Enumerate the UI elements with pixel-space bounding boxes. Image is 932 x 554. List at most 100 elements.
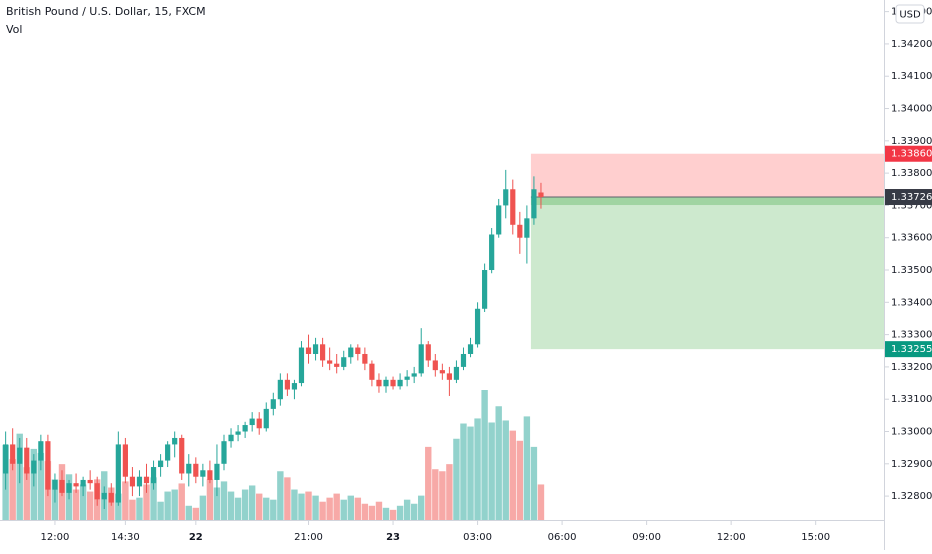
candle-body: [179, 437, 185, 474]
volume-bar: [284, 477, 291, 520]
entry-price-tag: [885, 189, 932, 206]
volume-bar: [354, 497, 362, 520]
y-tick-label: 1.33200: [891, 362, 932, 373]
volume-bar: [523, 416, 531, 520]
x-tick-label: 14:30: [111, 532, 140, 543]
candle-body: [94, 483, 100, 500]
volume-bar: [227, 491, 235, 520]
volume-bar: [389, 509, 397, 520]
y-tick-label: 1.33100: [891, 394, 932, 405]
candle-body: [446, 373, 452, 380]
candle-body: [482, 270, 488, 309]
x-tick-label: 22: [189, 532, 203, 543]
candle-body: [510, 189, 516, 225]
volume-bar: [199, 495, 207, 520]
y-tick-label: 1.33600: [891, 233, 932, 244]
candle-body: [291, 383, 298, 390]
candle-body: [383, 379, 389, 387]
x-tick-label: 09:00: [632, 532, 661, 543]
candle-body: [327, 360, 333, 364]
volume-bar: [481, 390, 488, 520]
volume-bar: [509, 430, 516, 520]
volume-bar: [192, 507, 200, 520]
candle-body: [496, 205, 502, 235]
candle-body: [186, 463, 192, 474]
y-tick-label: 1.33700: [891, 200, 932, 211]
x-tick-label: 23: [386, 532, 400, 543]
y-tick-label: 1.34000: [891, 104, 932, 115]
volume-bar: [9, 459, 16, 520]
volume-bar: [382, 507, 390, 520]
volume-bar: [136, 497, 143, 520]
stop-price-label: 1.33860: [891, 149, 932, 160]
candle-body: [411, 373, 417, 377]
candle-body: [108, 492, 114, 503]
candle-body: [87, 479, 93, 484]
volume-bar: [361, 503, 369, 520]
x-tick-label: 06:00: [548, 532, 577, 543]
volume-bar: [333, 493, 340, 520]
candle-body: [355, 347, 361, 354]
candle-body: [348, 347, 354, 358]
candle-body: [150, 467, 157, 484]
candle-body: [101, 492, 107, 500]
candle-body: [439, 370, 445, 374]
currency-button-label[interactable]: USD: [899, 10, 921, 21]
target-zone: [530, 197, 884, 350]
chart-title: British Pound / U.S. Dollar, 15, FXCM: [6, 5, 206, 18]
candle-body: [517, 224, 523, 238]
candle-body: [369, 363, 375, 380]
volume-bar: [488, 422, 495, 520]
candle-body: [129, 476, 136, 487]
y-tick-label: 1.33800: [891, 168, 932, 179]
volume-bar: [79, 484, 87, 520]
candle-body: [298, 347, 305, 384]
target-price-tag: [885, 341, 932, 358]
x-tick-label: 15:00: [801, 532, 830, 543]
candle-body: [66, 483, 72, 493]
candle-body: [270, 399, 276, 409]
volume-bar: [37, 452, 45, 520]
target-price-label: 1.33255: [891, 344, 932, 355]
candle-body: [256, 418, 262, 429]
candle-body: [538, 192, 544, 198]
y-tick-label: 1.32800: [891, 491, 932, 502]
volume-bar: [263, 497, 270, 520]
candle-body: [122, 444, 128, 477]
currency-button[interactable]: [895, 4, 925, 24]
volume-bar: [150, 477, 157, 520]
y-tick-label: 1.33500: [891, 265, 932, 276]
candle-body: [214, 463, 220, 480]
y-tick-label: 1.33300: [891, 330, 932, 341]
volume-bar: [537, 484, 545, 520]
volume-bar: [291, 489, 298, 520]
axes: 1.32800 1.32900 1.33000 1.33100 1.33200 1.333…: [41, 7, 932, 543]
volume-bar: [270, 499, 277, 520]
volume-bar: [256, 493, 263, 520]
volume-bar: [86, 491, 94, 520]
plot: [2, 153, 884, 520]
candle-body: [80, 479, 86, 487]
candle-body: [157, 460, 164, 468]
volume-bar: [446, 464, 453, 520]
candle-body: [143, 476, 150, 484]
candle-body: [376, 379, 382, 387]
volume-bar: [439, 471, 446, 520]
candle-body: [390, 379, 396, 387]
volume-bar: [206, 479, 214, 520]
volume-bar: [403, 499, 411, 520]
volume-bar: [241, 489, 249, 520]
candle-body: [10, 444, 16, 464]
volume-bar: [368, 505, 376, 520]
volume-bar: [178, 483, 185, 520]
candle-body: [467, 344, 474, 354]
candle-body: [404, 376, 410, 380]
candle-body: [242, 425, 248, 432]
volume-bar: [115, 493, 122, 520]
volume-bar: [410, 503, 418, 520]
volume-bar: [213, 487, 221, 520]
volume-bar: [467, 426, 474, 520]
volume-bar: [453, 438, 460, 520]
